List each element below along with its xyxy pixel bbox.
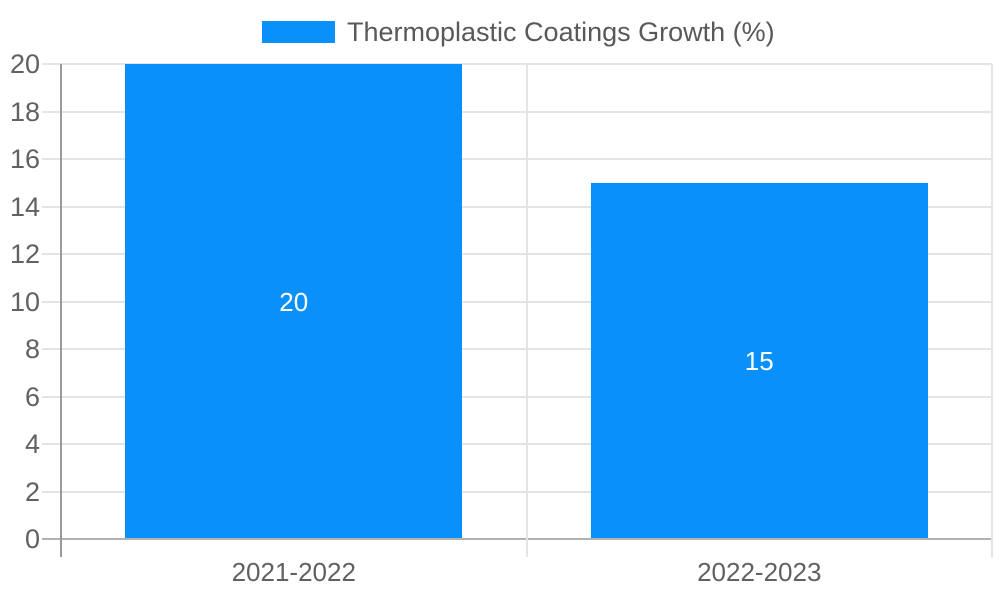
y-gridline [42, 443, 992, 445]
y-axis-tick-label: 8 [24, 334, 40, 364]
category-boundary-gridline [525, 64, 528, 557]
y-axis-tick-label: 2 [24, 476, 40, 507]
y-gridline [42, 63, 992, 65]
y-axis-tick-label: 16 [9, 144, 40, 174]
y-gridline [42, 348, 992, 350]
y-axis-tick-label: 6 [24, 381, 40, 412]
bar-value-label: 15 [744, 345, 774, 376]
legend-label: Thermoplastic Coatings Growth (%) [347, 16, 775, 47]
y-axis-tick-label: 12 [9, 239, 40, 269]
y-gridline [42, 490, 992, 493]
x-axis-category-label: 2021-2022 [231, 557, 356, 587]
x-axis-category-label: 2022-2023 [697, 557, 822, 587]
y-gridline [42, 110, 992, 113]
y-axis-tick-label: 20 [9, 49, 40, 79]
bar-2021-2022[interactable] [125, 64, 463, 539]
category-boundary-gridline [991, 64, 993, 557]
y-axis-tick-label: 10 [9, 286, 40, 317]
bar-value-label: 20 [279, 286, 309, 317]
x-axis-line [42, 538, 992, 540]
y-gridline [42, 158, 992, 160]
y-gridline [42, 300, 992, 303]
chart-legend[interactable]: Thermoplastic Coatings Growth (%) [262, 17, 775, 47]
y-axis-tick-label: 0 [24, 524, 40, 554]
y-axis-tick-label: 18 [9, 96, 40, 127]
y-axis-tick-label: 4 [24, 429, 40, 459]
legend-swatch-icon [262, 21, 335, 43]
bar-2022-2023[interactable] [590, 182, 928, 539]
y-gridline [42, 395, 992, 398]
y-axis-line [60, 64, 62, 557]
y-gridline [42, 205, 992, 208]
y-gridline [42, 253, 992, 255]
y-axis-tick-label: 14 [9, 191, 40, 222]
